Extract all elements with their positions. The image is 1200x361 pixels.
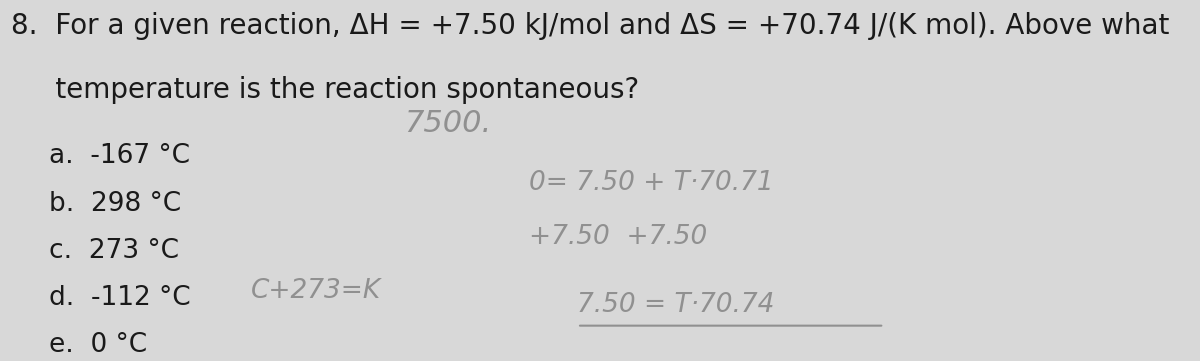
Text: +7.50  +7.50: +7.50 +7.50: [529, 224, 707, 250]
Text: 0= 7.50 + T·70.71: 0= 7.50 + T·70.71: [529, 170, 774, 196]
Text: a.  -167 °C: a. -167 °C: [49, 143, 191, 169]
Text: e.  0 °C: e. 0 °C: [49, 332, 148, 358]
Text: 7.50 = T·70.74: 7.50 = T·70.74: [577, 292, 774, 318]
Text: d.  -112 °C: d. -112 °C: [49, 285, 191, 311]
Text: temperature is the reaction spontaneous?: temperature is the reaction spontaneous?: [11, 76, 640, 104]
Text: 8.  For a given reaction, ΔH = +7.50 kJ/mol and ΔS = +70.74 J/(K mol). Above wha: 8. For a given reaction, ΔH = +7.50 kJ/m…: [11, 12, 1169, 39]
Text: C+273=K: C+273=K: [251, 278, 380, 304]
Text: c.  273 °C: c. 273 °C: [49, 238, 179, 264]
Text: 7500.: 7500.: [404, 109, 492, 139]
Text: b.  298 °C: b. 298 °C: [49, 191, 181, 217]
